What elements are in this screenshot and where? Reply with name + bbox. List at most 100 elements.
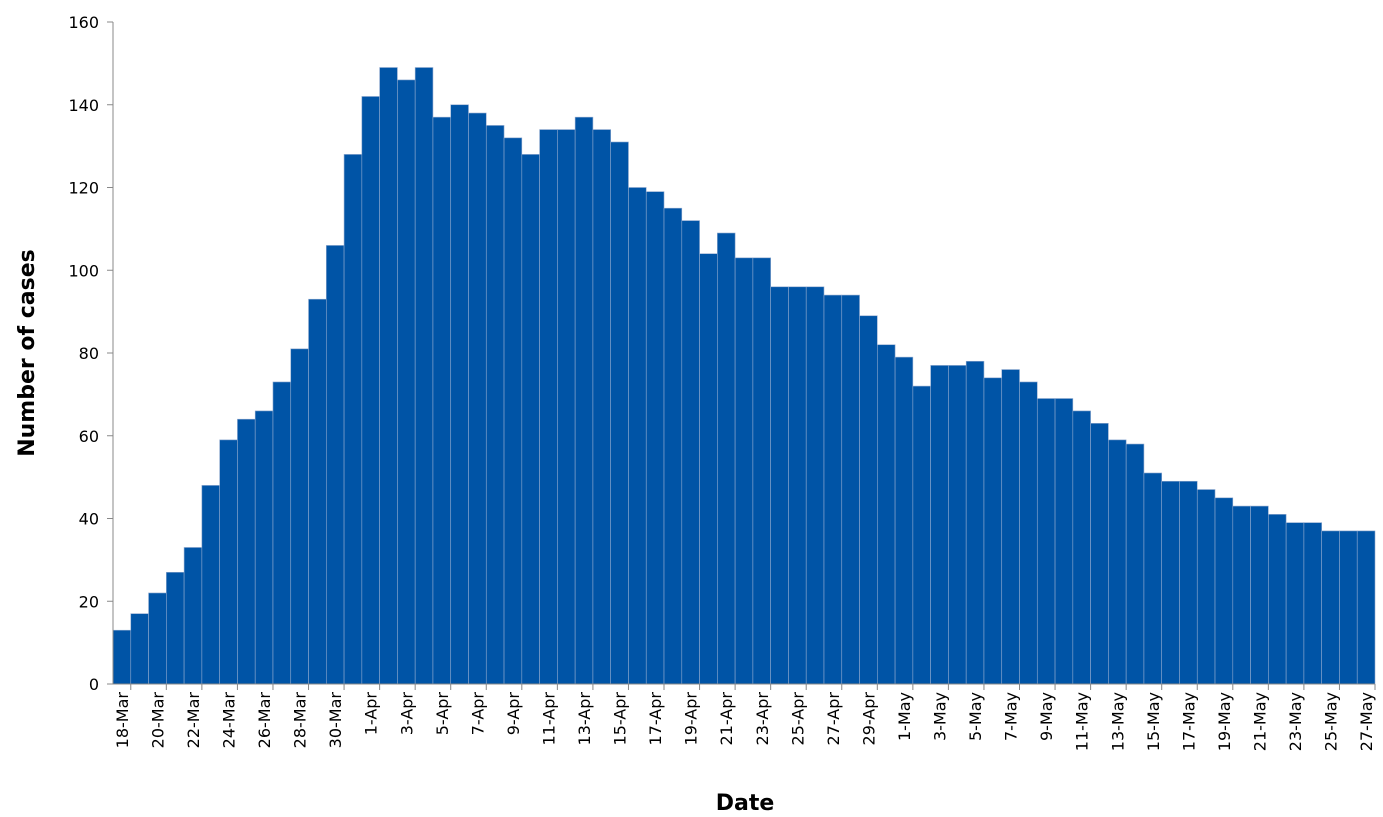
x-tick-label: 19-May	[1215, 692, 1234, 751]
x-tick-label: 11-Apr	[539, 692, 558, 746]
x-tick-label: 5-Apr	[433, 692, 452, 736]
bar	[468, 112, 487, 685]
bar	[1001, 369, 1020, 685]
bar	[717, 232, 736, 685]
bar	[699, 253, 718, 685]
y-axis-title: Number of cases	[15, 249, 40, 457]
bar	[859, 315, 878, 685]
x-tick-label: 17-May	[1179, 692, 1198, 751]
x-tick-label: 18-Mar	[113, 692, 132, 749]
x-tick-label: 23-May	[1286, 692, 1305, 751]
bar	[1321, 530, 1340, 685]
bar	[1214, 497, 1234, 685]
bar	[1143, 472, 1163, 685]
x-tick-label: 25-May	[1322, 692, 1341, 751]
bar	[1090, 423, 1109, 685]
bar	[1054, 398, 1074, 685]
x-tick-label: 9-May	[1037, 692, 1056, 741]
x-tick-label: 1-Apr	[362, 692, 381, 736]
bar	[254, 410, 274, 685]
bar	[201, 485, 220, 685]
bar	[1196, 489, 1216, 685]
bar	[219, 439, 238, 685]
bar	[485, 125, 505, 685]
bar	[965, 360, 985, 685]
bar	[361, 96, 380, 685]
bar	[1161, 480, 1180, 685]
bar	[290, 348, 309, 685]
bar	[912, 385, 931, 685]
x-tick-label: 5-May	[966, 692, 985, 741]
bar	[610, 141, 629, 685]
x-tick-label: 13-Apr	[575, 692, 594, 746]
y-tick-label: 160	[68, 13, 99, 32]
bar	[343, 154, 363, 685]
x-tick-label: 3-May	[931, 692, 950, 741]
bar	[1036, 398, 1056, 685]
bar	[414, 67, 434, 685]
bar	[503, 137, 523, 685]
x-tick-label: 15-Apr	[611, 692, 630, 746]
x-tick-label: 25-Apr	[788, 692, 807, 746]
bar	[805, 286, 825, 685]
bar	[183, 547, 203, 685]
bar	[734, 257, 754, 685]
y-tick-label: 40	[79, 510, 99, 529]
bar	[1339, 530, 1358, 685]
x-tick-label: 22-Mar	[184, 692, 203, 749]
y-tick-label: 80	[79, 344, 99, 363]
bar	[645, 191, 665, 685]
x-tick-label: 9-Apr	[504, 692, 523, 736]
bar	[557, 129, 576, 685]
x-tick-label: 23-Apr	[753, 692, 772, 746]
x-tick-label: 27-May	[1357, 692, 1376, 751]
bar	[1356, 530, 1376, 685]
bar	[663, 207, 683, 685]
x-tick-label: 27-Apr	[824, 692, 843, 746]
x-tick-label: 15-May	[1144, 692, 1163, 751]
x-tick-label: 7-Apr	[468, 692, 487, 736]
bar	[379, 67, 398, 685]
x-tick-label: 13-May	[1108, 692, 1127, 751]
x-tick-label: 26-Mar	[255, 692, 274, 749]
bar	[397, 79, 416, 685]
x-tick-label: 28-Mar	[291, 692, 310, 749]
x-tick-label: 19-Apr	[682, 692, 701, 746]
bar	[237, 418, 256, 685]
y-tick-label: 120	[68, 179, 99, 198]
bar	[681, 220, 700, 685]
bar	[770, 286, 789, 685]
bar	[930, 365, 949, 685]
bar	[1179, 480, 1198, 685]
bar	[308, 298, 327, 685]
bar	[1250, 505, 1269, 685]
bar	[841, 294, 860, 685]
bar	[166, 571, 185, 685]
y-tick-label: 140	[68, 96, 99, 115]
bar	[521, 154, 540, 685]
x-tick-label: 11-May	[1073, 692, 1092, 751]
bar	[1303, 522, 1322, 685]
bar	[130, 613, 149, 685]
x-tick-label: 1-May	[895, 692, 914, 741]
bar	[112, 629, 132, 685]
bar	[788, 286, 807, 685]
x-tick-label: 20-Mar	[148, 692, 167, 749]
bar	[1019, 381, 1038, 685]
bar	[823, 294, 843, 685]
x-tick-label: 21-Apr	[717, 692, 736, 746]
bar	[272, 381, 292, 685]
bar	[450, 104, 469, 685]
bar	[592, 129, 611, 685]
bar	[1268, 514, 1287, 685]
y-tick-label: 100	[68, 261, 99, 280]
x-tick-label: 17-Apr	[646, 692, 665, 746]
bar	[1108, 439, 1127, 685]
y-tick-label: 0	[89, 675, 99, 694]
bar	[1285, 522, 1305, 685]
bar	[983, 377, 1003, 685]
bar	[948, 365, 967, 685]
x-tick-label: 7-May	[1002, 692, 1021, 741]
x-tick-label: 30-Mar	[326, 692, 345, 749]
